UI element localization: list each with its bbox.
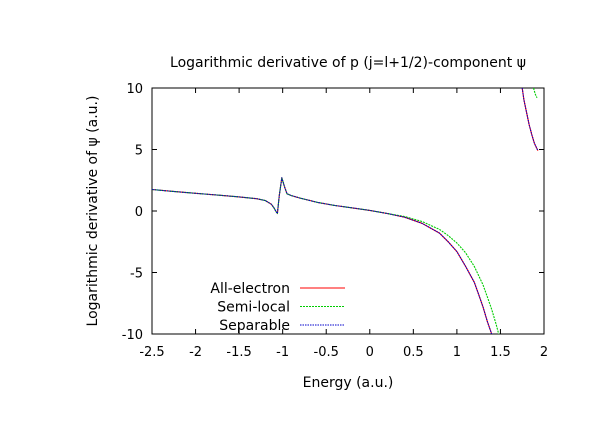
y-tick-label: -10 bbox=[122, 328, 143, 343]
legend-label-all-electron: All-electron bbox=[210, 281, 290, 297]
y-axis: 10 5 0 -5 -10 bbox=[122, 82, 544, 343]
x-axis: -2.5 -2 -1.5 -1 -0.5 0 0.5 1 1.5 2 bbox=[139, 88, 548, 360]
x-tick-label: -2 bbox=[189, 345, 202, 360]
series-line-all-electron bbox=[152, 177, 493, 334]
y-tick-label: 5 bbox=[135, 144, 143, 159]
x-tick-label: 1 bbox=[453, 345, 461, 360]
y-tick-label: -5 bbox=[130, 267, 143, 282]
x-axis-title: Energy (a.u.) bbox=[303, 375, 394, 391]
legend-label-separable: Separable bbox=[219, 318, 290, 334]
y-tick-label: 10 bbox=[126, 82, 143, 97]
series-line-semi-local bbox=[152, 177, 500, 334]
series-lines bbox=[152, 88, 539, 334]
y-tick-label: 0 bbox=[135, 205, 143, 220]
x-tick-label: -1 bbox=[276, 345, 289, 360]
x-tick-label: -0.5 bbox=[314, 345, 339, 360]
legend: All-electron Semi-local Separable bbox=[210, 281, 345, 334]
x-tick-label: 2 bbox=[540, 345, 548, 360]
x-tick-label: 1.5 bbox=[490, 345, 511, 360]
legend-label-semi-local: Semi-local bbox=[217, 300, 290, 316]
series-line-semi-local bbox=[532, 88, 538, 99]
y-axis-title: Logarithmic derivative of ψ (a.u.) bbox=[85, 96, 101, 327]
x-tick-label: 0 bbox=[366, 345, 374, 360]
plot-frame bbox=[151, 87, 545, 335]
series-line-separable bbox=[521, 88, 539, 151]
x-tick-label: 0.5 bbox=[403, 345, 424, 360]
series-line-separable bbox=[152, 177, 493, 334]
chart-title: Logarithmic derivative of p (j=l+1/2)-co… bbox=[170, 55, 526, 71]
x-tick-label: -1.5 bbox=[226, 345, 251, 360]
series-line-all-electron bbox=[521, 88, 539, 151]
x-tick-label: -2.5 bbox=[139, 345, 164, 360]
